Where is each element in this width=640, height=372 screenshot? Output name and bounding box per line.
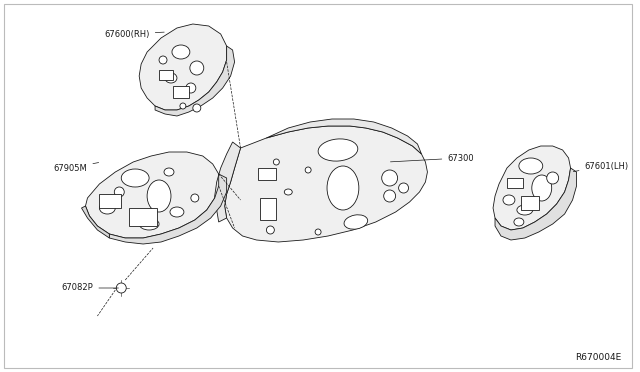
Ellipse shape — [273, 159, 279, 165]
Ellipse shape — [381, 170, 397, 186]
Ellipse shape — [164, 168, 174, 176]
Ellipse shape — [519, 158, 543, 174]
Bar — [159, 70, 173, 80]
Text: 67600(RH): 67600(RH) — [104, 29, 164, 38]
Ellipse shape — [503, 195, 515, 205]
Text: 67300: 67300 — [390, 154, 474, 163]
Ellipse shape — [147, 180, 171, 212]
Bar — [129, 208, 157, 226]
Ellipse shape — [165, 73, 177, 83]
Ellipse shape — [327, 166, 359, 210]
Polygon shape — [139, 24, 227, 110]
Ellipse shape — [186, 83, 196, 93]
Polygon shape — [81, 206, 109, 238]
Ellipse shape — [116, 283, 126, 293]
Ellipse shape — [517, 205, 532, 215]
Bar — [173, 86, 189, 98]
Ellipse shape — [305, 167, 311, 173]
Bar — [99, 194, 121, 208]
Bar — [259, 168, 276, 180]
Ellipse shape — [318, 139, 358, 161]
Ellipse shape — [284, 189, 292, 195]
Ellipse shape — [532, 175, 552, 201]
Text: 67601(LH): 67601(LH) — [573, 161, 628, 171]
Ellipse shape — [172, 45, 190, 59]
Ellipse shape — [399, 183, 408, 193]
Bar — [260, 198, 276, 220]
Ellipse shape — [344, 215, 367, 229]
Polygon shape — [86, 152, 219, 238]
Ellipse shape — [170, 207, 184, 217]
Polygon shape — [225, 126, 428, 242]
Ellipse shape — [514, 218, 524, 226]
Polygon shape — [266, 119, 422, 154]
Ellipse shape — [315, 229, 321, 235]
Ellipse shape — [99, 202, 115, 214]
Polygon shape — [214, 142, 241, 222]
Ellipse shape — [266, 226, 275, 234]
Polygon shape — [155, 46, 235, 116]
Bar — [521, 196, 539, 210]
Polygon shape — [493, 146, 571, 230]
Ellipse shape — [193, 104, 201, 112]
Ellipse shape — [159, 56, 167, 64]
Polygon shape — [495, 168, 577, 240]
Ellipse shape — [139, 218, 159, 230]
Bar — [507, 178, 523, 188]
Ellipse shape — [121, 169, 149, 187]
Ellipse shape — [115, 187, 124, 197]
Ellipse shape — [191, 194, 199, 202]
Ellipse shape — [547, 172, 559, 184]
Ellipse shape — [384, 190, 396, 202]
Ellipse shape — [180, 103, 186, 109]
Text: 67082P: 67082P — [61, 283, 118, 292]
Ellipse shape — [190, 61, 204, 75]
Text: R670004E: R670004E — [575, 353, 621, 362]
Polygon shape — [109, 174, 227, 244]
Text: 67905M: 67905M — [54, 163, 99, 173]
